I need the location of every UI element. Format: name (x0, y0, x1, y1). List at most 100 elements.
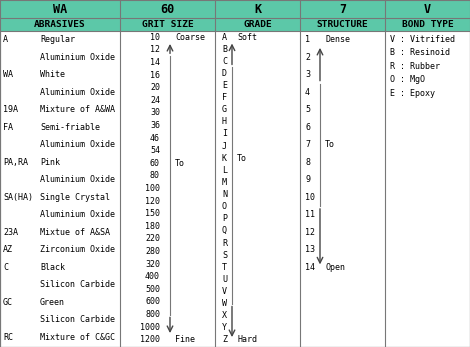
Text: GC: GC (3, 298, 13, 307)
Text: 12: 12 (305, 228, 315, 237)
Text: N: N (222, 190, 227, 199)
Text: Mixtue of A&SA: Mixtue of A&SA (40, 228, 110, 237)
Text: E : Epoxy: E : Epoxy (390, 88, 435, 98)
Text: AZ: AZ (3, 245, 13, 254)
Text: B: B (222, 45, 227, 54)
Text: K: K (222, 154, 227, 163)
Text: WA: WA (3, 70, 13, 79)
Text: SA(HA): SA(HA) (3, 193, 33, 202)
Text: W: W (222, 299, 227, 308)
Text: Black: Black (40, 263, 65, 272)
Text: 5: 5 (305, 105, 310, 114)
Text: S: S (222, 251, 227, 260)
Text: 60: 60 (150, 159, 160, 168)
Text: PA,RA: PA,RA (3, 158, 28, 167)
Text: 23A: 23A (3, 228, 18, 237)
Text: 24: 24 (150, 96, 160, 105)
Text: D: D (222, 69, 227, 78)
Text: U: U (222, 275, 227, 284)
Text: 80: 80 (150, 171, 160, 180)
Text: 100: 100 (145, 184, 160, 193)
Text: C: C (222, 57, 227, 66)
Text: 12: 12 (150, 45, 160, 54)
Text: Aluminium Oxide: Aluminium Oxide (40, 175, 115, 184)
Text: Pink: Pink (40, 158, 60, 167)
Text: 500: 500 (145, 285, 160, 294)
Text: A: A (3, 35, 8, 44)
Text: 120: 120 (145, 197, 160, 206)
Text: P: P (222, 214, 227, 223)
Text: V : Vitrified: V : Vitrified (390, 34, 455, 43)
Text: Mixture of A&WA: Mixture of A&WA (40, 105, 115, 114)
Text: T: T (222, 263, 227, 272)
Text: Single Crystal: Single Crystal (40, 193, 110, 202)
Text: Semi-friable: Semi-friable (40, 123, 100, 132)
Text: Soft: Soft (237, 33, 257, 42)
Text: Green: Green (40, 298, 65, 307)
Text: J: J (222, 142, 227, 151)
Text: 1000: 1000 (140, 323, 160, 332)
Text: C: C (3, 263, 8, 272)
Text: O: O (222, 202, 227, 211)
Text: G: G (222, 105, 227, 114)
Text: 54: 54 (150, 146, 160, 155)
Text: Open: Open (325, 263, 345, 272)
Text: 10: 10 (305, 193, 315, 202)
Text: 1: 1 (305, 35, 310, 44)
Text: 280: 280 (145, 247, 160, 256)
Text: O : MgO: O : MgO (390, 75, 425, 84)
Text: Dense: Dense (325, 35, 350, 44)
Text: 46: 46 (150, 134, 160, 143)
Text: Aluminium Oxide: Aluminium Oxide (40, 53, 115, 62)
Text: 320: 320 (145, 260, 160, 269)
Text: H: H (222, 117, 227, 126)
Text: BOND TYPE: BOND TYPE (402, 20, 454, 29)
Text: GRADE: GRADE (243, 20, 272, 29)
Text: FA: FA (3, 123, 13, 132)
Text: 60: 60 (160, 2, 175, 16)
Text: Y: Y (222, 323, 227, 332)
Text: 11: 11 (305, 210, 315, 219)
Text: 180: 180 (145, 222, 160, 231)
Text: 36: 36 (150, 121, 160, 130)
Text: 13: 13 (305, 245, 315, 254)
Text: 6: 6 (305, 123, 310, 132)
Text: A: A (222, 33, 227, 42)
Text: RC: RC (3, 333, 13, 342)
Text: 600: 600 (145, 297, 160, 306)
Text: L: L (222, 166, 227, 175)
Text: Silicon Carbide: Silicon Carbide (40, 280, 115, 289)
Text: 14: 14 (150, 58, 160, 67)
Text: To: To (175, 159, 185, 168)
Text: Fine: Fine (175, 335, 195, 344)
Text: Aluminium Oxide: Aluminium Oxide (40, 140, 115, 149)
Text: 10: 10 (150, 33, 160, 42)
Text: STRUCTURE: STRUCTURE (317, 20, 368, 29)
Text: Aluminium Oxide: Aluminium Oxide (40, 210, 115, 219)
Text: ABRASIVES: ABRASIVES (34, 20, 86, 29)
Bar (0, 18, 470, 31)
Text: 7: 7 (305, 140, 310, 149)
Text: To: To (237, 154, 247, 163)
Text: R: R (222, 238, 227, 247)
Text: F: F (222, 93, 227, 102)
Text: 20: 20 (150, 83, 160, 92)
Text: 800: 800 (145, 310, 160, 319)
Text: 16: 16 (150, 70, 160, 79)
Text: K: K (254, 2, 261, 16)
Bar (0, 0, 470, 18)
Text: 19A: 19A (3, 105, 18, 114)
Text: 3: 3 (305, 70, 310, 79)
Text: 4: 4 (305, 88, 310, 97)
Text: I: I (222, 129, 227, 138)
Text: Hard: Hard (237, 336, 257, 345)
Text: 8: 8 (305, 158, 310, 167)
Text: 1200: 1200 (140, 335, 160, 344)
Text: Zirconium Oxide: Zirconium Oxide (40, 245, 115, 254)
Text: B : Resinoid: B : Resinoid (390, 48, 450, 57)
Text: Coarse: Coarse (175, 33, 205, 42)
Text: 220: 220 (145, 235, 160, 243)
Text: To: To (325, 140, 335, 149)
Text: Regular: Regular (40, 35, 75, 44)
Text: 400: 400 (145, 272, 160, 281)
